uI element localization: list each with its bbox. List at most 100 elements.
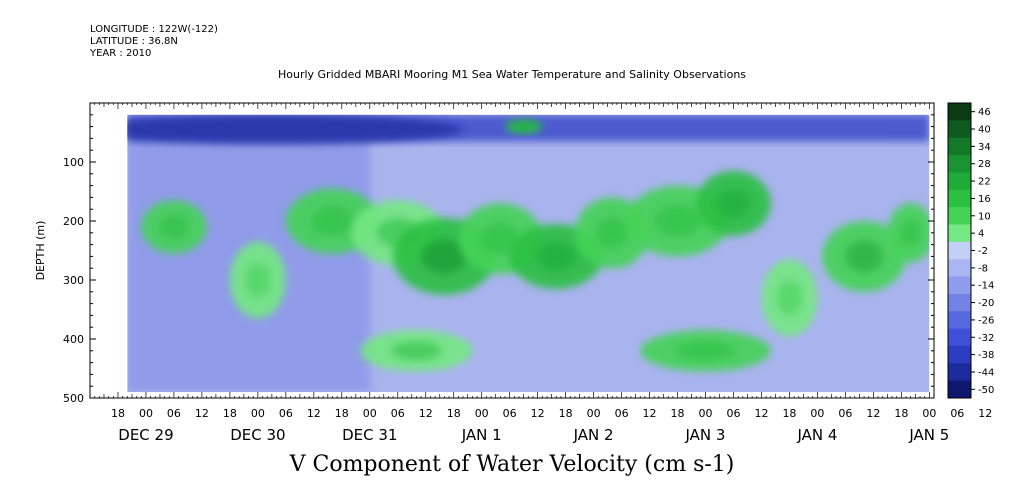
x-tick-label: 18	[111, 407, 125, 420]
x-date-label: JAN 3	[685, 426, 726, 444]
colorbar-label: 28	[978, 159, 991, 170]
heatmap-patch-core	[481, 222, 520, 255]
heatmap-field	[127, 114, 930, 393]
heatmap-patch-core	[311, 206, 354, 236]
x-axis: 18 00 06 12 18 00 06 12 18 00 06 12 18 00 06 12 18 00 06 12…	[89, 103, 992, 444]
y-axis-label: DEPTH (m)	[34, 221, 47, 281]
x-tick-label: 06	[503, 407, 517, 420]
x-tick-label: 18	[447, 407, 461, 420]
x-tick-label: 18	[335, 407, 349, 420]
x-tick-label: 06	[950, 407, 964, 420]
x-tick-label: 00	[363, 407, 377, 420]
x-tick-label: 00	[699, 407, 713, 420]
colorbar-label: 46	[978, 107, 991, 118]
x-tick-label: 06	[615, 407, 629, 420]
colorbar-label: -44	[978, 367, 994, 378]
heatmap-patch-core	[245, 262, 271, 298]
y-tick-label: 300	[63, 274, 84, 287]
x-tick-label: 18	[782, 407, 796, 420]
colorbar-swatch	[948, 276, 971, 295]
colorbar-label: 40	[978, 125, 991, 136]
x-tick-label: 06	[391, 407, 405, 420]
heatmap-patch-core	[421, 239, 468, 274]
heatmap-patch-core	[716, 188, 751, 218]
y-tick-label: 200	[63, 215, 84, 228]
y-tick-label: 500	[63, 392, 84, 405]
x-tick-label: 12	[307, 407, 321, 420]
heatmap-surface-core	[127, 114, 463, 145]
colorbar-label: -38	[978, 350, 994, 361]
colorbar-swatch	[948, 172, 971, 191]
y-tick-label: 400	[63, 333, 84, 346]
heatmap-patch-core	[900, 219, 922, 247]
x-tick-label: 00	[922, 407, 936, 420]
heatmap-patch-core	[654, 205, 701, 237]
colorbar-label: -20	[978, 298, 994, 309]
x-tick-label: 12	[419, 407, 433, 420]
heatmap-patch-core	[845, 240, 883, 273]
colorbar-label: 22	[978, 177, 991, 188]
x-date-label: DEC 31	[342, 426, 397, 444]
colorbar-label: 16	[978, 194, 991, 205]
x-tick-label: 12	[866, 407, 880, 420]
heatmap-patch-core	[595, 216, 630, 249]
colorbar-label: -50	[978, 385, 994, 396]
colorbar-swatch	[948, 363, 971, 382]
colorbar-label: -8	[978, 263, 988, 274]
colorbar-swatch	[948, 137, 971, 156]
x-tick-label: 12	[195, 407, 209, 420]
colorbar-swatch	[948, 259, 971, 278]
colorbar-swatch	[948, 345, 971, 364]
x-tick-label: 00	[251, 407, 265, 420]
variable-caption: V Component of Water Velocity (cm s-1)	[289, 452, 735, 477]
x-tick-label: 00	[587, 407, 601, 420]
x-date-label: DEC 30	[230, 426, 285, 444]
colorbar-swatch	[948, 293, 971, 312]
x-date-label: JAN 4	[796, 426, 837, 444]
colorbar-swatch	[948, 207, 971, 225]
colorbar-swatch	[948, 155, 971, 173]
colorbar: 46 40 34 28 22 16 10 4 -2 -8 -14 -20 -26 -32 -38 -44 -50	[947, 102, 994, 399]
x-tick-label: 12	[643, 407, 657, 420]
colorbar-swatch	[948, 224, 971, 243]
y-axis: 100 200 300 400 500	[63, 114, 934, 405]
colorbar-label: 34	[978, 142, 991, 153]
colorbar-label: -14	[978, 281, 994, 292]
x-date-label: JAN 2	[573, 426, 614, 444]
x-tick-label: 06	[838, 407, 852, 420]
longitude-label: LONGITUDE : 122W(-122)	[90, 24, 218, 35]
colorbar-label: 4	[978, 229, 984, 240]
year-label: YEAR : 2010	[90, 48, 152, 59]
heatmap-patch-core	[535, 241, 578, 272]
x-tick-label: 18	[223, 407, 237, 420]
x-tick-label: 12	[531, 407, 545, 420]
latitude-label: LATITUDE : 36.8N	[90, 36, 178, 47]
x-tick-label: 18	[671, 407, 685, 420]
colorbar-swatch	[948, 120, 971, 139]
y-tick-label: 100	[63, 156, 84, 169]
x-tick-label: 06	[167, 407, 181, 420]
x-date-label: DEC 29	[118, 426, 173, 444]
x-tick-label: 12	[754, 407, 768, 420]
x-tick-label: 18	[559, 407, 573, 420]
plot-frame	[89, 102, 935, 399]
x-tick-label: 00	[810, 407, 824, 420]
heatmap-patch-core	[676, 341, 735, 361]
x-tick-label: 00	[139, 407, 153, 420]
x-tick-label: 12	[978, 407, 992, 420]
x-tick-label: 06	[279, 407, 293, 420]
x-tick-label: 18	[894, 407, 908, 420]
colorbar-swatch	[948, 311, 971, 330]
x-tick-label: 06	[726, 407, 740, 420]
colorbar-swatch	[948, 189, 971, 208]
colorbar-swatch	[948, 380, 971, 399]
colorbar-label: 10	[978, 211, 991, 222]
x-date-label: JAN 1	[461, 426, 502, 444]
x-date-label: JAN 5	[908, 426, 949, 444]
heatmap-patch-core	[159, 214, 189, 239]
heatmap-patch-core	[515, 123, 533, 130]
colorbar-label: -32	[978, 333, 994, 344]
chart-title: Hourly Gridded MBARI Mooring M1 Sea Wate…	[277, 68, 747, 81]
heatmap-patch-core	[391, 341, 442, 361]
